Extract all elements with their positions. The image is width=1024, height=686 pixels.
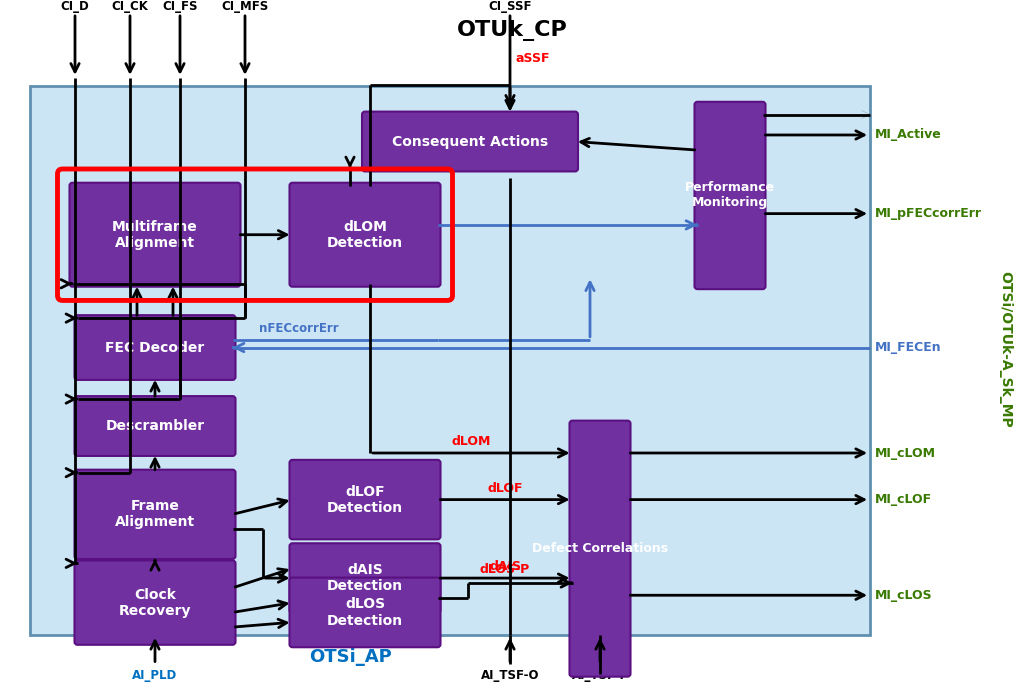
Text: dLOM
Detection: dLOM Detection: [327, 220, 403, 250]
FancyBboxPatch shape: [362, 112, 578, 172]
Text: CI_SSF: CI_SSF: [488, 0, 531, 13]
Text: Consequent Actions: Consequent Actions: [392, 134, 548, 148]
Text: dLOM: dLOM: [452, 435, 490, 448]
Text: MI_FECEn: MI_FECEn: [874, 341, 942, 354]
FancyBboxPatch shape: [290, 543, 440, 613]
Text: dAIS: dAIS: [489, 560, 521, 573]
Text: CI_MFS: CI_MFS: [221, 0, 268, 13]
Text: aSSF: aSSF: [515, 51, 550, 64]
Text: nFECcorrErr: nFECcorrErr: [259, 322, 339, 335]
FancyBboxPatch shape: [75, 560, 236, 645]
Text: FEC Decoder: FEC Decoder: [105, 340, 205, 355]
FancyBboxPatch shape: [290, 578, 440, 648]
Text: MI_pFECcorrErr: MI_pFECcorrErr: [874, 207, 982, 220]
FancyBboxPatch shape: [70, 182, 241, 287]
Text: dAIS
Detection: dAIS Detection: [327, 563, 403, 593]
FancyBboxPatch shape: [75, 315, 236, 380]
Text: Multiframe
Alignment: Multiframe Alignment: [112, 220, 198, 250]
Text: OTSi_AP: OTSi_AP: [308, 648, 391, 665]
Text: MI_cLOS: MI_cLOS: [874, 589, 933, 602]
Text: CI_CK: CI_CK: [112, 0, 148, 13]
Text: AI_PLD: AI_PLD: [132, 670, 177, 683]
FancyBboxPatch shape: [30, 86, 870, 635]
Text: dLOS
Detection: dLOS Detection: [327, 598, 403, 628]
Text: MI_Active: MI_Active: [874, 128, 942, 141]
Text: AI_TSF-P: AI_TSF-P: [571, 670, 629, 683]
Text: MI_cLOF: MI_cLOF: [874, 493, 932, 506]
Text: Descrambler: Descrambler: [105, 419, 205, 433]
Text: CI_FS: CI_FS: [162, 0, 198, 13]
Text: Clock
Recovery: Clock Recovery: [119, 587, 191, 617]
Text: dLOF
Detection: dLOF Detection: [327, 484, 403, 514]
Text: OTSi/OTUk-A_Sk_MP: OTSi/OTUk-A_Sk_MP: [998, 271, 1012, 428]
FancyBboxPatch shape: [290, 460, 440, 539]
Text: Performance
Monitoring: Performance Monitoring: [685, 182, 775, 209]
Text: CI_D: CI_D: [60, 0, 89, 13]
FancyBboxPatch shape: [75, 470, 236, 559]
Text: MI_cLOM: MI_cLOM: [874, 447, 936, 460]
FancyBboxPatch shape: [569, 421, 631, 676]
Text: Defect Correlations: Defect Correlations: [531, 542, 668, 555]
FancyBboxPatch shape: [290, 182, 440, 287]
Text: Frame
Alignment: Frame Alignment: [115, 499, 195, 530]
Text: AI_TSF-O: AI_TSF-O: [480, 670, 540, 683]
Text: dLOS-P: dLOS-P: [480, 563, 530, 576]
FancyBboxPatch shape: [75, 396, 236, 456]
FancyBboxPatch shape: [694, 102, 766, 289]
Text: OTUk_CP: OTUk_CP: [457, 20, 567, 41]
Text: dLOF: dLOF: [487, 482, 522, 495]
